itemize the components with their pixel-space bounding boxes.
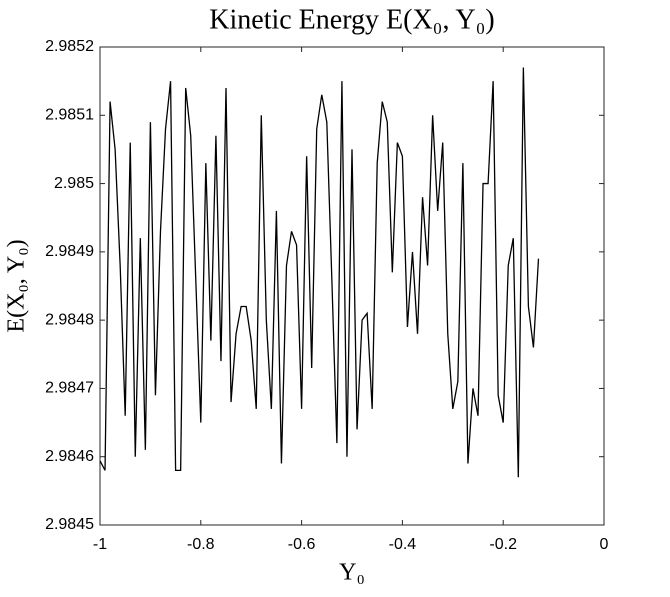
y-axis-label: E(X₀, Y₀): [4, 239, 30, 332]
y-tick-label: 2.9848: [45, 311, 94, 328]
x-tick-label: -0.6: [288, 536, 316, 553]
y-tick-label: 2.9846: [45, 448, 94, 465]
x-axis-label: Y₀: [339, 560, 365, 586]
x-tick-label: -0.8: [187, 536, 215, 553]
y-tick-label: 2.9852: [45, 38, 94, 55]
y-tick-label: 2.9845: [45, 516, 94, 533]
y-tick-label: 2.9851: [45, 107, 94, 124]
y-tick-label: 2.9849: [45, 243, 94, 260]
data-line: [99, 67, 540, 478]
x-tick-label: -0.2: [489, 536, 517, 553]
chart-title: Kinetic Energy E(X₀, Y₀): [209, 4, 494, 35]
x-tick-label: -1: [93, 536, 107, 553]
y-tick-label: 2.9847: [45, 380, 94, 397]
x-tick-label: 0: [600, 536, 609, 553]
y-tick-label: 2.985: [54, 175, 94, 192]
plot-area: [99, 46, 605, 526]
x-tick-label: -0.4: [389, 536, 417, 553]
